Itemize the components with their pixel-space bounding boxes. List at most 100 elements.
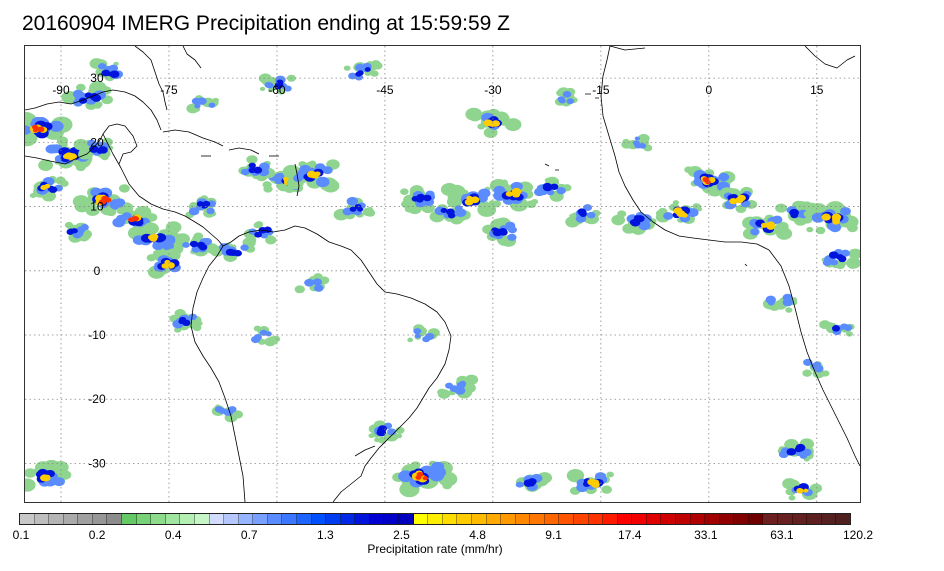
- precip-cell: [364, 67, 371, 72]
- precip-cell: [188, 313, 198, 321]
- precip-light-area: [617, 210, 627, 218]
- colorbar-segment: [122, 514, 137, 524]
- precip-cell: [316, 176, 330, 188]
- colorbar-segment: [107, 514, 123, 524]
- coastline-south-america-east: [332, 283, 452, 502]
- precip-cell: [840, 207, 851, 216]
- precip-light-area: [775, 221, 789, 232]
- precip-light-area: [146, 254, 157, 262]
- precip-light-area: [848, 248, 860, 260]
- precip-cell: [454, 386, 466, 395]
- precip-cell: [254, 231, 263, 238]
- precip-cell: [633, 215, 642, 221]
- colorbar-segment: [369, 514, 385, 524]
- coastline-central-america: [25, 133, 224, 247]
- precip-cell: [534, 188, 545, 197]
- precip-cell: [304, 279, 314, 287]
- precip-cell: [414, 333, 421, 339]
- precip-cell: [578, 209, 587, 216]
- precip-light-area: [400, 188, 409, 195]
- precip-cell: [98, 146, 108, 154]
- precip-light-area: [268, 87, 275, 93]
- precip-cell: [796, 487, 804, 494]
- precip-cell: [766, 221, 775, 228]
- colorbar-segment: [151, 514, 166, 524]
- precip-light-area: [75, 83, 86, 92]
- precip-light-area: [395, 426, 405, 434]
- coastlines: [25, 46, 860, 502]
- precip-light-area: [25, 138, 29, 145]
- precip-cell: [44, 183, 51, 189]
- precip-cell: [832, 325, 840, 331]
- precip-light-area: [819, 320, 831, 330]
- precip-cell: [507, 233, 517, 241]
- precip-light-area: [464, 374, 479, 385]
- precip-cell: [634, 136, 641, 141]
- colorbar-segment: [413, 514, 429, 524]
- precip-light-area: [468, 111, 482, 122]
- precip-cell: [760, 222, 768, 228]
- precip-light-area: [637, 133, 650, 143]
- precip-light-area: [259, 86, 266, 91]
- precip-cell: [89, 145, 99, 153]
- coastline-south-america-west: [190, 245, 246, 502]
- precip-cell: [415, 196, 424, 203]
- precip-cell: [767, 300, 775, 306]
- colorbar-segment: [792, 514, 808, 524]
- precip-cell: [161, 263, 169, 269]
- precip-cell: [87, 139, 96, 147]
- precip-light-area: [622, 223, 636, 234]
- precip-light-area: [267, 336, 279, 345]
- precip-cell: [811, 212, 825, 223]
- precip-cell: [629, 219, 637, 225]
- precip-cell: [378, 425, 387, 433]
- precip-cell: [346, 196, 359, 206]
- precip-cell: [240, 168, 250, 176]
- precip-cell: [31, 124, 39, 130]
- precip-cell: [188, 207, 200, 216]
- colorbar-segment: [559, 514, 574, 524]
- precip-light-area: [696, 206, 703, 212]
- precip-light-area: [85, 205, 100, 216]
- precip-cell: [828, 251, 839, 259]
- precip-cell: [430, 466, 447, 479]
- island-cape-verde: [544, 163, 559, 171]
- precip-cell: [663, 212, 674, 220]
- precip-cell: [202, 238, 213, 246]
- precip-light-area: [105, 208, 117, 217]
- colorbar-segment: [136, 514, 152, 524]
- precip-cell: [491, 227, 499, 233]
- colorbar-segment: [676, 514, 691, 524]
- coastline-north-america-east: [134, 46, 202, 69]
- precip-cell: [718, 172, 730, 182]
- longitude-label: -45: [376, 83, 394, 97]
- precip-cell: [527, 478, 537, 486]
- colorbar-segment: [63, 514, 79, 524]
- colorbar-tick-label: 2.5: [393, 528, 410, 542]
- colorbar-segment: [267, 514, 283, 524]
- precip-cell: [633, 140, 640, 146]
- precip-cell: [114, 198, 126, 207]
- colorbar-segment: [486, 514, 502, 524]
- precip-light-area: [343, 65, 351, 71]
- precip-cell: [274, 83, 282, 90]
- precip-cell: [182, 319, 191, 327]
- precip-cell: [191, 97, 201, 105]
- longitude-label: -60: [268, 83, 286, 97]
- precip-light-area: [174, 327, 182, 333]
- precip-light-area: [246, 155, 258, 164]
- precip-cell: [128, 217, 135, 223]
- precip-light-area: [258, 73, 272, 84]
- precip-light-area: [591, 217, 598, 223]
- coastline-europe: [804, 46, 856, 69]
- colorbar-segment: [748, 514, 764, 524]
- precip-cell: [566, 98, 575, 105]
- precip-light-area: [25, 478, 36, 492]
- precip-cell: [790, 212, 799, 219]
- longitude-labels: -90 -75 -60 -45 -30 -15 0 15: [52, 83, 823, 97]
- precip-light-area: [59, 180, 69, 187]
- precip-light-area: [322, 277, 329, 282]
- precip-light-area: [38, 159, 54, 171]
- precip-cell: [357, 70, 364, 76]
- precip-light-area: [265, 235, 277, 245]
